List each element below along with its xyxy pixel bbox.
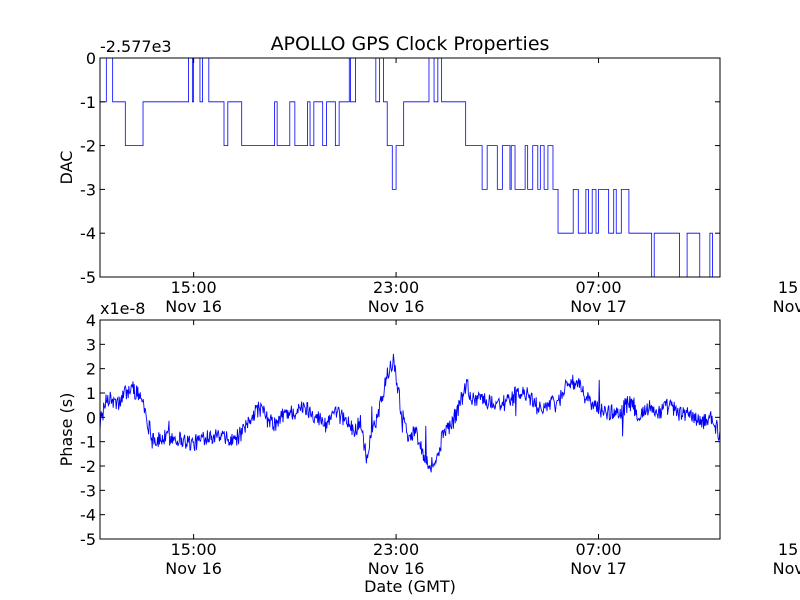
y-tick-label: -4 [80, 506, 96, 525]
x-tick-label: 15:00 [171, 278, 217, 297]
y-tick-label: -1 [80, 93, 96, 112]
y-tick-label: 2 [86, 360, 96, 379]
y-tick-label: 3 [86, 335, 96, 354]
y-tick-label: -5 [80, 268, 96, 287]
y-tick-label: -1 [80, 433, 96, 452]
x-tick-label: 15:00 [778, 540, 800, 559]
x-tick-label: 07:00 [575, 540, 621, 559]
y-tick-label: -4 [80, 224, 96, 243]
y-tick-label: 4 [86, 311, 96, 330]
x-tick-label: Nov 17 [570, 559, 627, 578]
dac-series-line [100, 58, 720, 277]
axes-frame [99, 57, 721, 278]
x-tick-label: Nov 17 [773, 297, 800, 316]
axis-offset-label: x1e-8 [100, 299, 145, 318]
x-tick-label: 15:00 [171, 540, 217, 559]
y-tick-label: -5 [80, 530, 96, 549]
x-tick-label: Nov 16 [368, 559, 425, 578]
y-tick-label: 0 [86, 408, 96, 427]
x-tick-label: 23:00 [373, 278, 419, 297]
phase-series-line [100, 353, 720, 473]
figure-title: APOLLO GPS Clock Properties [271, 33, 550, 55]
x-tick-label: 07:00 [575, 278, 621, 297]
y-tick-label: -3 [80, 481, 96, 500]
axis-offset-label: -2.577e3 [100, 37, 172, 56]
x-tick-label: 23:00 [373, 540, 419, 559]
x-axis-label: Date (GMT) [364, 577, 456, 596]
y-tick-label: 1 [86, 384, 96, 403]
y-tick-label: -2 [80, 137, 96, 156]
x-tick-label: Nov 16 [165, 559, 222, 578]
y-tick-label: -3 [80, 180, 96, 199]
y-axis-label: DAC [57, 151, 76, 185]
x-tick-label: Nov 16 [368, 297, 425, 316]
y-tick-label: 0 [86, 49, 96, 68]
y-axis-label: Phase (s) [57, 393, 76, 467]
x-tick-label: Nov 16 [165, 297, 222, 316]
y-tick-label: -2 [80, 457, 96, 476]
x-tick-label: Nov 17 [773, 559, 800, 578]
axes-frame [99, 319, 721, 540]
x-tick-label: 15:00 [778, 278, 800, 297]
x-tick-label: Nov 17 [570, 297, 627, 316]
